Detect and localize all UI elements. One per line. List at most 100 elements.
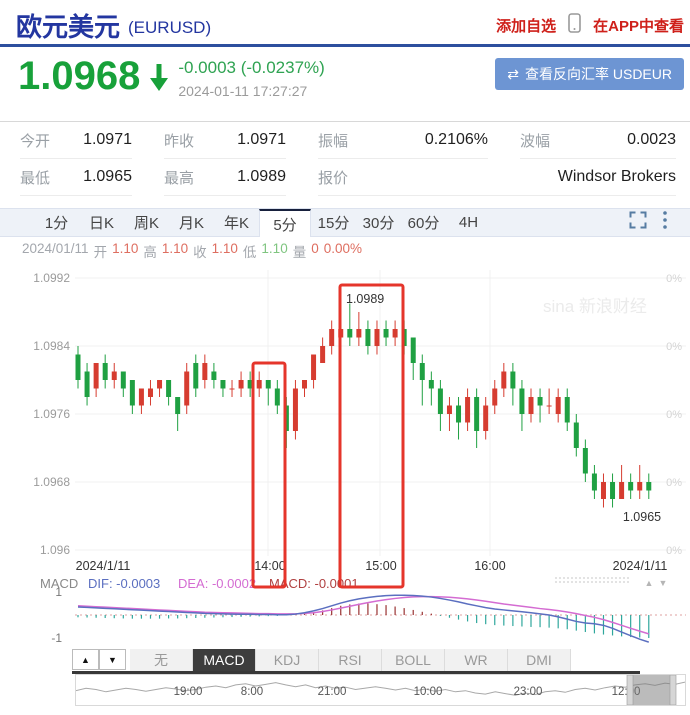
indicator-tab-KDJ[interactable]: KDJ [256,649,319,671]
stat-cell: 最低 1.0965 [20,159,132,196]
indicator-tab-无[interactable]: 无 [130,649,193,671]
stat-value: 0.0023 [627,131,676,148]
scrollbar-dot [623,577,625,579]
period-tab-1分[interactable]: 1分 [44,215,69,232]
scrollbar-dot [607,577,609,579]
candle-body [202,363,208,380]
indicator-tab-DMI[interactable]: DMI [508,649,571,671]
candle-body [265,380,271,389]
period-tab-周K[interactable]: 周K [133,215,159,232]
period-tab-日K[interactable]: 日K [88,215,114,232]
candle-body [256,380,262,389]
candle-body [193,363,199,389]
fullscreen-icon[interactable] [628,210,648,235]
ohlc-segment: 高 [143,245,157,260]
stats-table: 今开 1.0971 昨收 1.0971 振幅 0.2106% 波幅 0.0023 最低 1.09… [0,121,690,196]
macd-pane-label: MACD [40,576,78,591]
period-tab-30分[interactable]: 30分 [362,215,395,232]
candle-body [247,380,253,389]
dea-value-label: DEA: -0.0002 [178,576,256,591]
indicator-tab-BOLL[interactable]: BOLL [382,649,445,671]
ohlc-segment: 1.10 [112,241,139,256]
scroll-left-arrow-icon: ▲ [645,578,654,588]
candle-body [220,380,226,389]
range-navigator[interactable]: 19:00 8:00 21:00 10:00 23:00 12:00 [75,674,686,706]
scrollbar-dot [599,577,601,579]
scroll-right-arrow-icon: ▼ [659,578,668,588]
navigator-left-handle[interactable] [626,675,634,705]
reverse-rate-button[interactable]: ⇄ 查看反向汇率 USDEUR [495,58,684,90]
candle-body [292,388,298,431]
scrollbar-dot [587,577,589,579]
period-tab-月K[interactable]: 月K [178,215,204,232]
stat-label: 昨收 [164,132,195,150]
candle-body [610,482,616,499]
stat-label: 最高 [164,169,195,187]
candlestick-chart[interactable]: 1.0992 0% 1.0984 0% 1.0976 0% 1.0968 0% 1.096 0% s… [0,258,690,648]
navigator-window[interactable] [633,675,670,705]
navigator-time-label: 21:00 [318,686,347,698]
candle-body [410,337,416,363]
x-axis-label: 2024/1/11 [613,559,668,573]
candle-body [374,329,380,346]
candle-body [93,363,99,389]
indicator-tab-WR[interactable]: WR [445,649,508,671]
scrollbar-dot [591,581,593,583]
period-tab-bar: 1分 日K 周K 月K 年K 5分 15分 30分 60分 4H [0,208,690,237]
view-in-app-link[interactable]: 在APP中查看 [593,17,684,35]
page-title: 欧元美元 [16,11,121,42]
candle-body [311,354,317,380]
period-tab-4H[interactable]: 4H [458,214,479,231]
navigator-right-handle[interactable] [669,675,677,705]
add-watchlist-link[interactable]: 添加自选 [496,17,557,35]
candle-body [347,329,353,338]
stat-value: 0.2106% [424,131,488,148]
sina-watermark: sina 新浪财经 [543,297,647,316]
change-block: -0.0003 (-0.0237%) 2024-01-11 17:27:27 [178,52,324,99]
stat-value: Windsor Brokers [557,168,676,185]
candle-body [582,448,588,474]
candle-body [229,388,235,390]
indicator-tab-RSI[interactable]: RSI [319,649,382,671]
pane-down-arrow-button[interactable]: ▼ [99,649,126,670]
y-axis-right-label: 0% [666,545,682,557]
candle-body [120,371,126,389]
more-options-icon[interactable] [662,210,668,235]
period-tab-15分[interactable]: 15分 [317,215,350,232]
scrollbar-dot [555,581,557,583]
indicator-tab-MACD[interactable]: MACD [193,649,256,671]
stat-value: 1.0971 [83,131,132,148]
candle-body [365,329,371,346]
header: 欧元美元 (EURUSD) 添加自选 在APP中查看 [16,8,684,42]
scrollbar-dot [563,577,565,579]
scrollbar-dot [579,577,581,579]
stat-label: 报价 [318,169,349,187]
stat-label: 波幅 [520,132,551,150]
down-arrow-icon [150,64,169,97]
y-axis-label: 1.096 [40,543,70,557]
spacer [571,649,640,671]
indicator-tabs: 无 MACD KDJ RSI BOLL WR DMI [130,649,571,671]
candle-body [428,380,434,389]
period-tab-年K[interactable]: 年K [223,215,249,232]
scrollbar-dot [603,577,605,579]
ohlc-segment: 2024/01/11 [22,241,89,256]
scrollbar-dot [567,577,569,579]
period-tabs: 1分 日K 周K 月K 年K 5分 15分 30分 60分 4H [34,209,491,237]
macd-axis-label: 1 [55,585,62,599]
x-axis-label: 15:00 [365,559,396,573]
dif-line [77,594,650,643]
highlight-box-annotation [251,361,287,589]
indicator-tab-bar: ▲ ▼ 无 MACD KDJ RSI BOLL WR DMI [72,649,640,674]
candle-body [329,329,335,346]
scrollbar-dot [603,581,605,583]
candle-body [573,422,579,448]
ohlc-segment: 1.10 [261,241,288,256]
pane-up-arrow-button[interactable]: ▲ [72,649,99,670]
candle-body [129,380,135,406]
stats-row-1: 今开 1.0971 昨收 1.0971 振幅 0.2106% 波幅 0.0023 [20,122,684,159]
scrollbar-dot [619,577,621,579]
candle-body [555,397,561,414]
period-tab-5分[interactable]: 5分 [259,209,311,237]
period-tab-60分[interactable]: 60分 [407,215,440,232]
